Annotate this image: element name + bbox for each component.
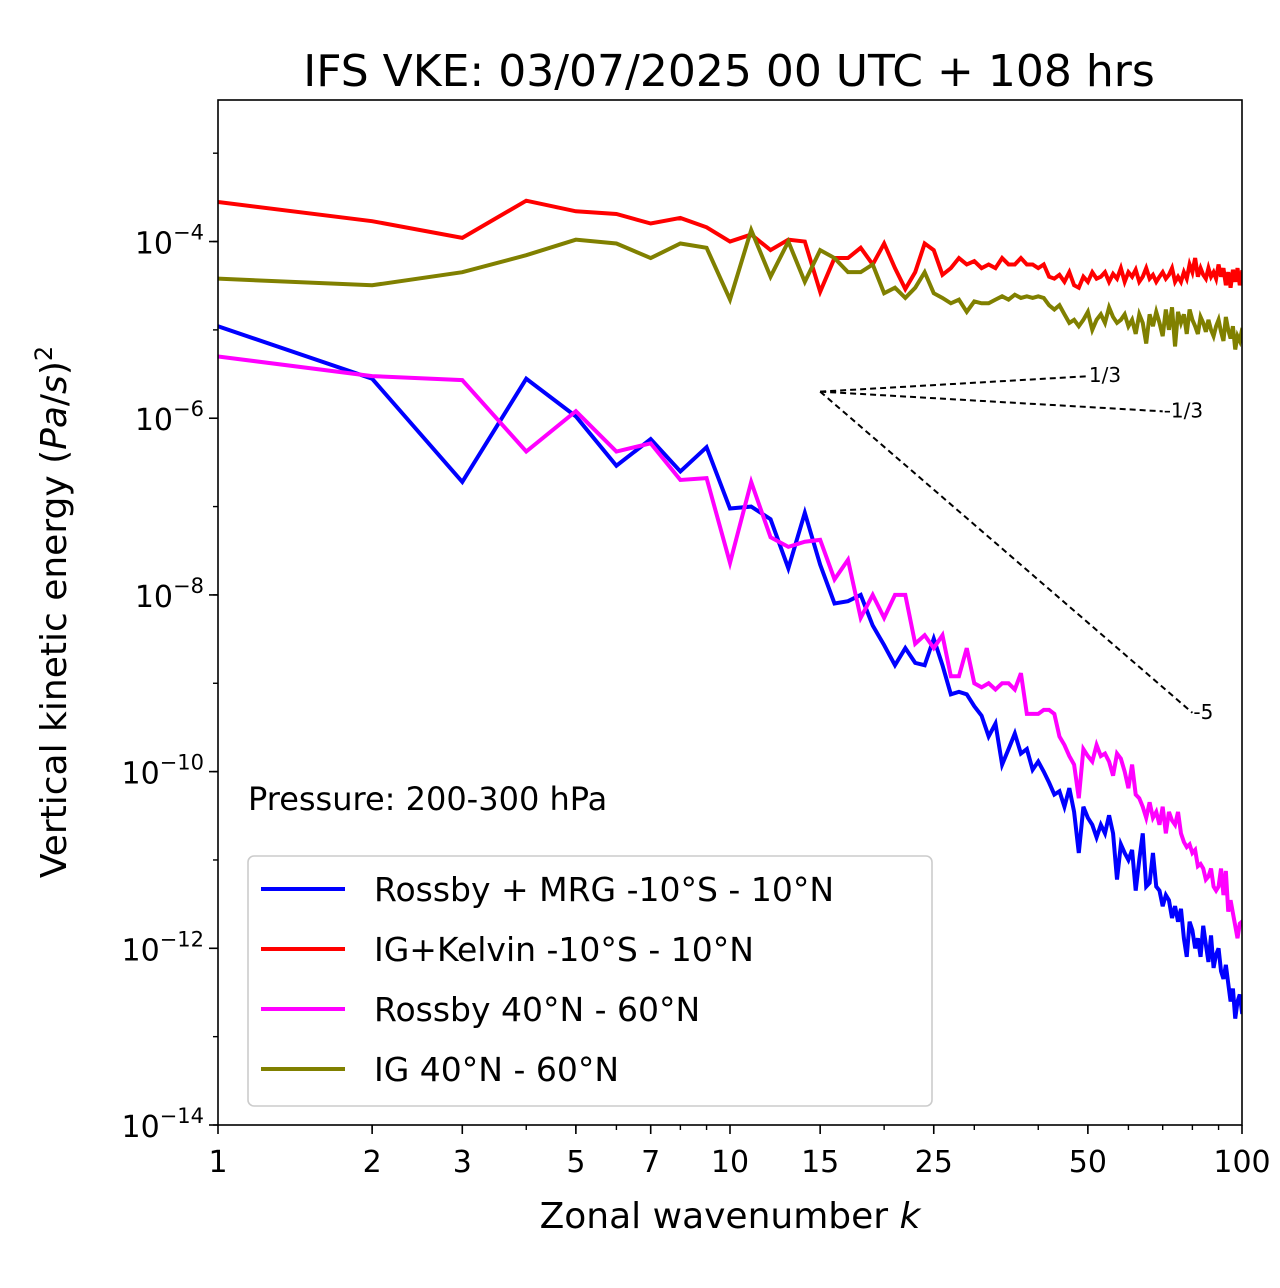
y-axis-label: Vertical kinetic energy (Pa/s)2 [30, 346, 75, 878]
y-tick-label: 10−10 [121, 751, 204, 792]
x-tick-label: 15 [801, 1145, 839, 1180]
y-tick-label: 10−12 [121, 927, 204, 968]
y-tick-label: 10−8 [135, 574, 204, 615]
x-tick-label: 50 [1069, 1145, 1107, 1180]
x-axis-ticks: 1 2 3 5 7 10 15 25 50 100 [208, 1125, 1271, 1180]
series-line-4 [218, 224, 1242, 350]
slope-label-3: -5 [1193, 700, 1213, 724]
legend-box [247, 855, 933, 1107]
series-layer [218, 198, 1242, 1019]
y-tick-label: 10−6 [135, 397, 204, 438]
reference-slopes: 1/3 -1/3 -5 [819, 363, 1213, 724]
legend-label: IG+Kelvin -10°S - 10°N [374, 930, 754, 969]
x-tick-label: 7 [641, 1145, 660, 1180]
legend-label: IG 40°N - 60°N [374, 1050, 619, 1089]
x-tick-label: 5 [566, 1145, 585, 1180]
x-tick-label: 2 [363, 1145, 382, 1180]
x-tick-label: 1 [208, 1145, 227, 1180]
series-line-3 [218, 354, 1242, 939]
legend-items: Rossby + MRG -10°S - 10°N IG+Kelvin -10°S… [261, 870, 834, 1089]
series-line-2 [218, 198, 1242, 298]
x-tick-label: 100 [1213, 1145, 1270, 1180]
slope-label-1: 1/3 [1089, 363, 1121, 387]
x-tick-label: 10 [711, 1145, 749, 1180]
slope-line-2 [820, 390, 1163, 413]
slope-label-2: -1/3 [1164, 398, 1203, 422]
x-tick-label: 25 [915, 1145, 953, 1180]
y-tick-label: 10−14 [121, 1104, 204, 1145]
chart-title: IFS VKE: 03/07/2025 00 UTC + 108 hrs [303, 46, 1155, 97]
legend-label: Rossby + MRG -10°S - 10°N [374, 870, 834, 909]
slope-line-3 [819, 390, 1194, 714]
legend-label: Rossby 40°N - 60°N [374, 990, 700, 1029]
x-axis-label: Zonal wavenumber k [540, 1196, 923, 1237]
legend: Rossby + MRG -10°S - 10°N IG+Kelvin -10°S… [247, 855, 933, 1107]
pressure-annotation: Pressure: 200-300 hPa [248, 780, 607, 818]
y-tick-label: 10−4 [135, 221, 204, 262]
y-axis-ticks: 10−14 10−12 10−10 10−8 10−6 10−4 [121, 152, 218, 1145]
x-tick-label: 3 [453, 1145, 472, 1180]
slope-line-1 [820, 375, 1088, 393]
